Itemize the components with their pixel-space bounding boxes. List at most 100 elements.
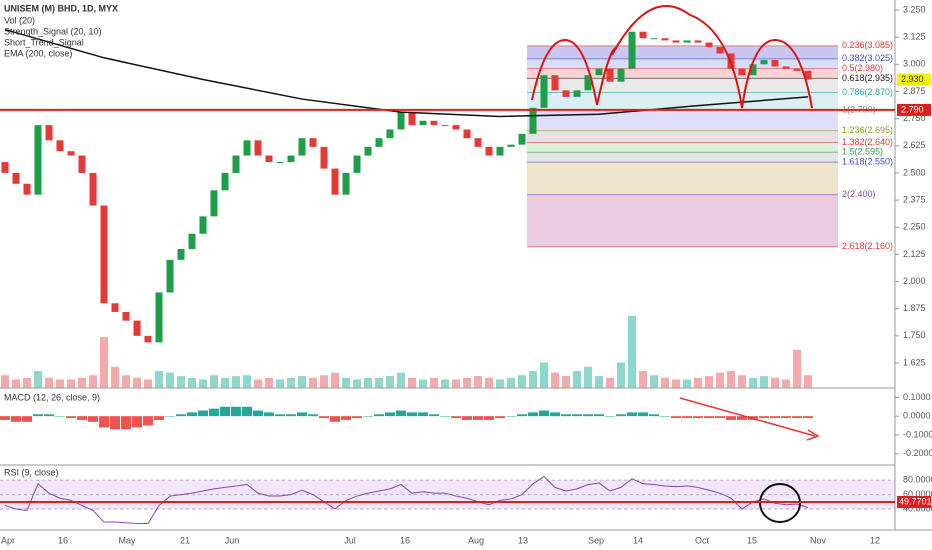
macd-bar <box>253 410 263 417</box>
macd-bar <box>660 416 670 417</box>
candle-body <box>177 248 185 260</box>
candle-body <box>155 292 163 343</box>
candle-body <box>232 155 240 173</box>
candle-body <box>595 68 603 76</box>
macd-bar <box>693 416 703 419</box>
x-tick-label: 21 <box>180 535 190 545</box>
candle-body <box>353 155 361 173</box>
rsi-line <box>4 475 809 524</box>
rsi-label-box <box>897 495 931 508</box>
volume-bar <box>111 366 119 388</box>
volume-bar <box>782 379 790 388</box>
volume-bar <box>705 376 713 388</box>
candle-body <box>661 38 669 41</box>
candle-body <box>573 90 581 97</box>
x-tick-label: Nov <box>810 535 827 545</box>
fib-label: 0.618(2.935) <box>842 73 893 83</box>
candle-body <box>617 68 625 82</box>
macd-bar <box>385 412 395 417</box>
volume-bar <box>474 376 482 388</box>
macd-bar <box>121 416 131 430</box>
fib-label: 0.786(2.870) <box>842 87 893 97</box>
candle-body <box>1 162 9 173</box>
macd-bar <box>649 414 659 417</box>
candle-body <box>298 138 306 156</box>
fib-label: 2.618(2.160) <box>842 241 893 251</box>
macd-bar <box>77 416 87 420</box>
macd-bar <box>583 414 593 417</box>
highlight-circle <box>759 483 801 523</box>
macd-bar <box>484 416 494 420</box>
macd-bar <box>22 416 32 422</box>
volume-bar <box>419 379 427 388</box>
x-tick-label: Jul <box>344 535 356 545</box>
candle-body <box>452 125 460 130</box>
candle-body <box>144 335 152 343</box>
volume-bar <box>408 377 416 388</box>
candle-body <box>705 42 713 47</box>
macd-bar <box>781 416 791 419</box>
volume-bar <box>243 375 251 388</box>
macd-bar <box>143 416 153 426</box>
candle-body <box>771 59 779 67</box>
macd-bar <box>803 416 813 419</box>
macd-bar <box>242 406 252 417</box>
rsi-legend: RSI (9, close) <box>4 467 59 477</box>
candle-body <box>287 155 295 163</box>
candle-body <box>265 155 273 163</box>
candle-body <box>254 140 262 156</box>
candle-body <box>474 138 482 147</box>
macd-bar <box>132 416 142 428</box>
volume-bar <box>430 377 438 388</box>
x-tick-label: Jun <box>225 535 240 545</box>
fib-label: 1.618(2.550) <box>842 156 893 166</box>
volume-bar <box>45 377 53 388</box>
macd-bar <box>264 412 274 417</box>
macd-bar <box>0 416 10 420</box>
volume-bar <box>298 376 306 388</box>
volume-bar <box>628 315 636 388</box>
macd-legend: MACD (12, 26, close, 9) <box>4 392 100 402</box>
volume-bar <box>254 379 262 388</box>
macd-bar <box>682 416 692 419</box>
macd-bar <box>594 414 604 417</box>
macd-bar <box>495 416 505 419</box>
y-tick-label: 2.875 <box>903 86 926 96</box>
candle-body <box>716 46 724 54</box>
macd-bar <box>154 416 164 420</box>
volume-bar <box>716 372 724 388</box>
volume-bar <box>727 371 735 388</box>
price-label: 2.930 <box>901 74 924 84</box>
volume-bar <box>595 376 603 388</box>
macd-bar <box>44 414 54 417</box>
macd-bar <box>363 416 373 417</box>
pattern-drawing <box>611 5 813 109</box>
y-tick-label: 2.250 <box>903 222 926 232</box>
candle-body <box>122 311 130 321</box>
x-tick-label: 14 <box>633 535 643 545</box>
candle-body <box>562 90 570 97</box>
macd-bar <box>55 416 65 417</box>
candle-body <box>606 68 614 82</box>
candle-body <box>56 140 64 152</box>
volume-bar <box>12 379 20 388</box>
trend-arrow <box>679 397 816 437</box>
candle-body <box>78 155 86 173</box>
volume-bar <box>661 377 669 388</box>
macd-bar <box>341 416 351 420</box>
volume-bar <box>100 337 108 388</box>
y-tick-label: 2.625 <box>903 140 926 150</box>
volume-bar <box>650 375 658 388</box>
y-tick-label: 2.125 <box>903 249 926 259</box>
fib-label: 2(2.400) <box>842 189 876 199</box>
macd-bar <box>528 412 538 417</box>
volume-bar <box>518 375 526 388</box>
x-tick-label: Oct <box>695 535 710 545</box>
volume-bar <box>221 377 229 388</box>
volume-bar <box>320 375 328 388</box>
chart-title: UNISEM (M) BHD, 1D, MYX <box>4 3 118 13</box>
volume-bar <box>485 377 493 388</box>
volume-bar <box>573 371 581 388</box>
candle-body <box>386 129 394 139</box>
volume-bar <box>34 371 42 388</box>
